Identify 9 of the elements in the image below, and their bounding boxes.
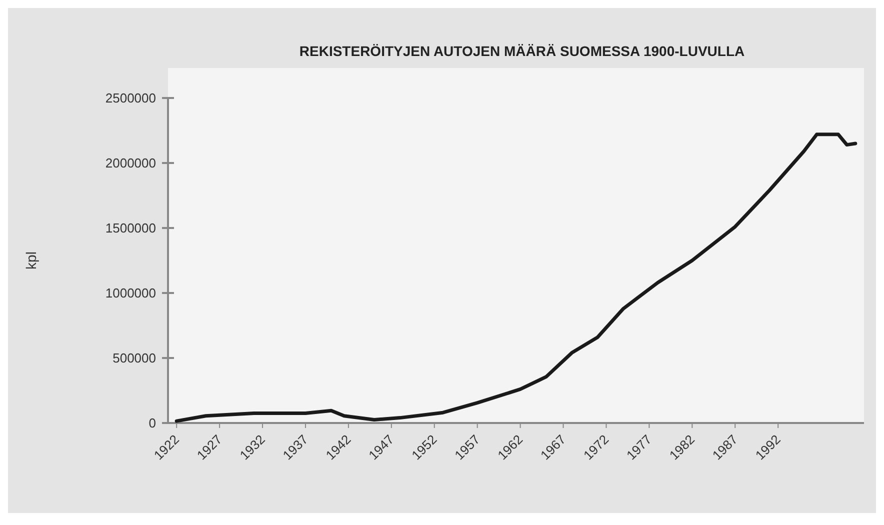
chart-title: REKISTERÖITYJEN AUTOJEN MÄÄRÄ SUOMESSA 1900-LUVULLA	[299, 43, 745, 59]
y-tick-label: 500000	[112, 350, 156, 366]
y-tick-label: 1000000	[105, 286, 156, 301]
y-tick-label: 2500000	[105, 90, 156, 106]
y-tick-label: 2000000	[105, 156, 156, 171]
y-axis-title: kpl	[23, 252, 39, 270]
y-tick-label: 0	[148, 416, 156, 431]
y-tick-label: 1500000	[105, 220, 156, 236]
line-series	[174, 132, 858, 423]
